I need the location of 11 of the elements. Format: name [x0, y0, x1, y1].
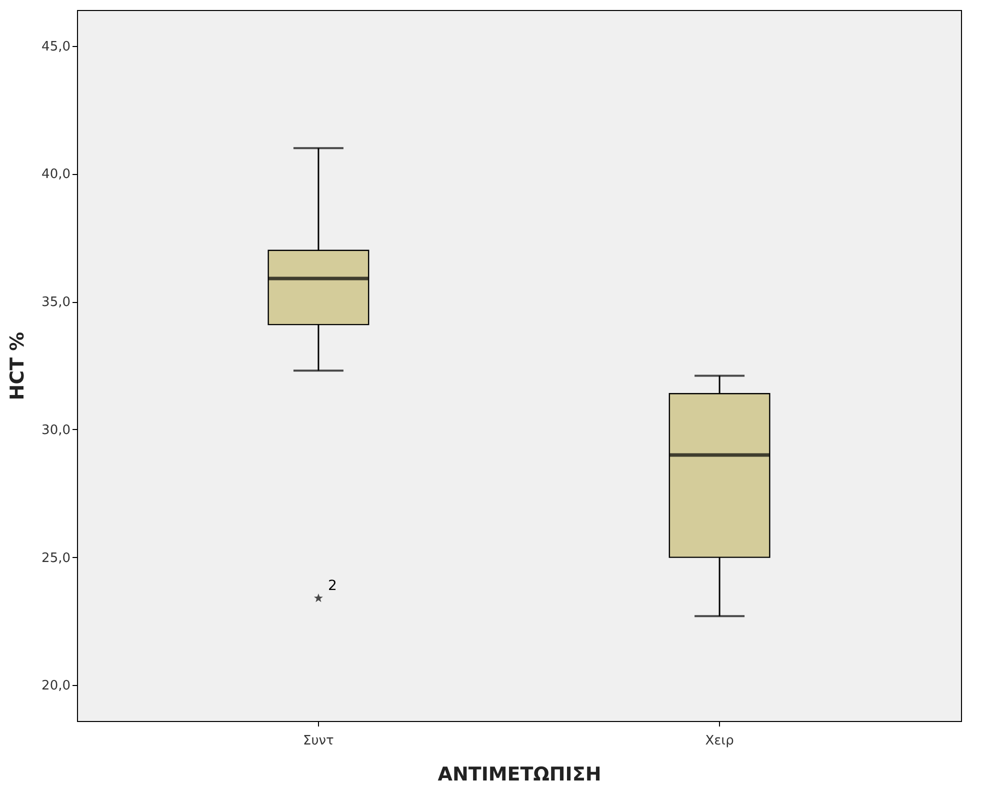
- x-tick-label: Χειρ: [705, 734, 734, 748]
- y-tick-label: 25,0: [42, 550, 70, 566]
- annotation: 2: [328, 578, 337, 594]
- y-tick-label: 35,0: [42, 295, 70, 310]
- y-axis-title: HCT %: [6, 332, 29, 400]
- y-tick-label: 20,0: [42, 678, 70, 694]
- y-tick-label: 30,0: [42, 422, 70, 438]
- y-tick-label: 40,0: [42, 167, 70, 182]
- y-tick-label: 45,0: [42, 39, 70, 54]
- x-tick-label: Συντ: [303, 734, 334, 748]
- x-axis-title: ΑΝΤΙΜΕΤΩΠΙΣΗ: [438, 764, 602, 786]
